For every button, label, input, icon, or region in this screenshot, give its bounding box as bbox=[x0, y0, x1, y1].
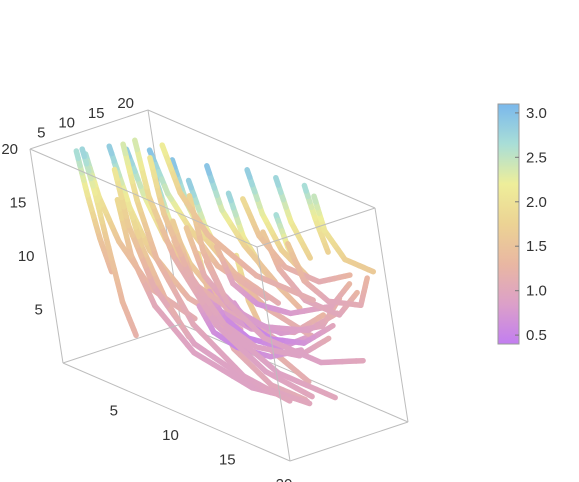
x-tick-label: 10 bbox=[162, 427, 179, 444]
x-tick-label: 15 bbox=[219, 452, 236, 469]
box-edge-8 bbox=[147, 109, 376, 209]
y-tick-label: 20 bbox=[117, 95, 134, 112]
streamline-21-segment bbox=[186, 193, 195, 208]
streamline-1-segment bbox=[79, 146, 88, 160]
box-edge-0 bbox=[62, 362, 291, 462]
streamline-35-segment bbox=[159, 142, 168, 156]
streamline-18-segment bbox=[147, 155, 156, 170]
streamline-7-segment bbox=[244, 167, 253, 180]
streamline-30-segment bbox=[260, 229, 269, 241]
z-tick-label: 10 bbox=[18, 248, 35, 265]
streamline-32-segment bbox=[240, 196, 249, 208]
y-tick-label: 5 bbox=[37, 124, 45, 141]
streamline-8-segment bbox=[273, 174, 282, 188]
streamline-6-segment bbox=[204, 163, 213, 176]
streamline-14-segment bbox=[225, 190, 234, 204]
y-tick-label: 15 bbox=[88, 105, 105, 122]
box-edge-3 bbox=[289, 421, 409, 462]
box-edge-5 bbox=[374, 207, 409, 423]
colorbar-tick-label: 2.0 bbox=[526, 194, 547, 211]
box-edge-6 bbox=[29, 148, 258, 248]
streamline-26-segment bbox=[213, 243, 223, 256]
streamline-36-segment bbox=[311, 193, 319, 205]
streamline-9-segment bbox=[301, 182, 309, 194]
z-tick-label: 5 bbox=[34, 302, 42, 319]
streamline-5-segment bbox=[169, 157, 178, 170]
box-edge-10 bbox=[256, 246, 291, 462]
x-tick-label: 20 bbox=[276, 476, 293, 482]
box-edge-1 bbox=[62, 323, 182, 364]
y-tick-label: 10 bbox=[58, 115, 75, 132]
colorbar-tick-label: 2.5 bbox=[526, 149, 547, 166]
bounding-box-front-edges bbox=[29, 109, 409, 462]
streamline-31-segment bbox=[285, 241, 294, 253]
box-edge-2 bbox=[29, 148, 64, 364]
streamline-19-segment bbox=[111, 166, 120, 182]
box-edge-7 bbox=[29, 109, 149, 150]
streamline-0-segment bbox=[73, 148, 81, 162]
stream-tubes bbox=[73, 137, 377, 407]
colorbar-gradient bbox=[497, 103, 520, 345]
colorbar-tick-label: 0.5 bbox=[526, 327, 547, 344]
streamline-22-segment bbox=[170, 218, 179, 234]
streamline-20-segment bbox=[114, 196, 123, 212]
streamline-13-segment bbox=[185, 177, 194, 191]
streamline-4-segment bbox=[161, 183, 171, 197]
streamline-16-segment bbox=[120, 141, 129, 157]
colorbar-legend: 3.0 2.5 2.0 1.5 1.0 0.5 bbox=[497, 103, 547, 345]
z-tick-label: 20 bbox=[1, 141, 18, 158]
colorbar-tick-label: 3.0 bbox=[526, 105, 547, 122]
x-tick-label: 5 bbox=[110, 403, 118, 420]
axis-tick-labels: 5 10 15 20 5 10 15 20 5 10 15 20 bbox=[1, 95, 292, 482]
streamline-23-segment bbox=[183, 225, 193, 239]
z-tick-label: 15 bbox=[10, 195, 27, 212]
colorbar-tick-label: 1.5 bbox=[526, 238, 547, 255]
streamline-2-segment bbox=[106, 143, 115, 157]
streamline-29-segment bbox=[196, 303, 205, 314]
streamline-17-segment bbox=[132, 137, 140, 153]
colorbar-tick-label: 1.0 bbox=[526, 283, 547, 300]
box-edge-9 bbox=[256, 207, 376, 248]
